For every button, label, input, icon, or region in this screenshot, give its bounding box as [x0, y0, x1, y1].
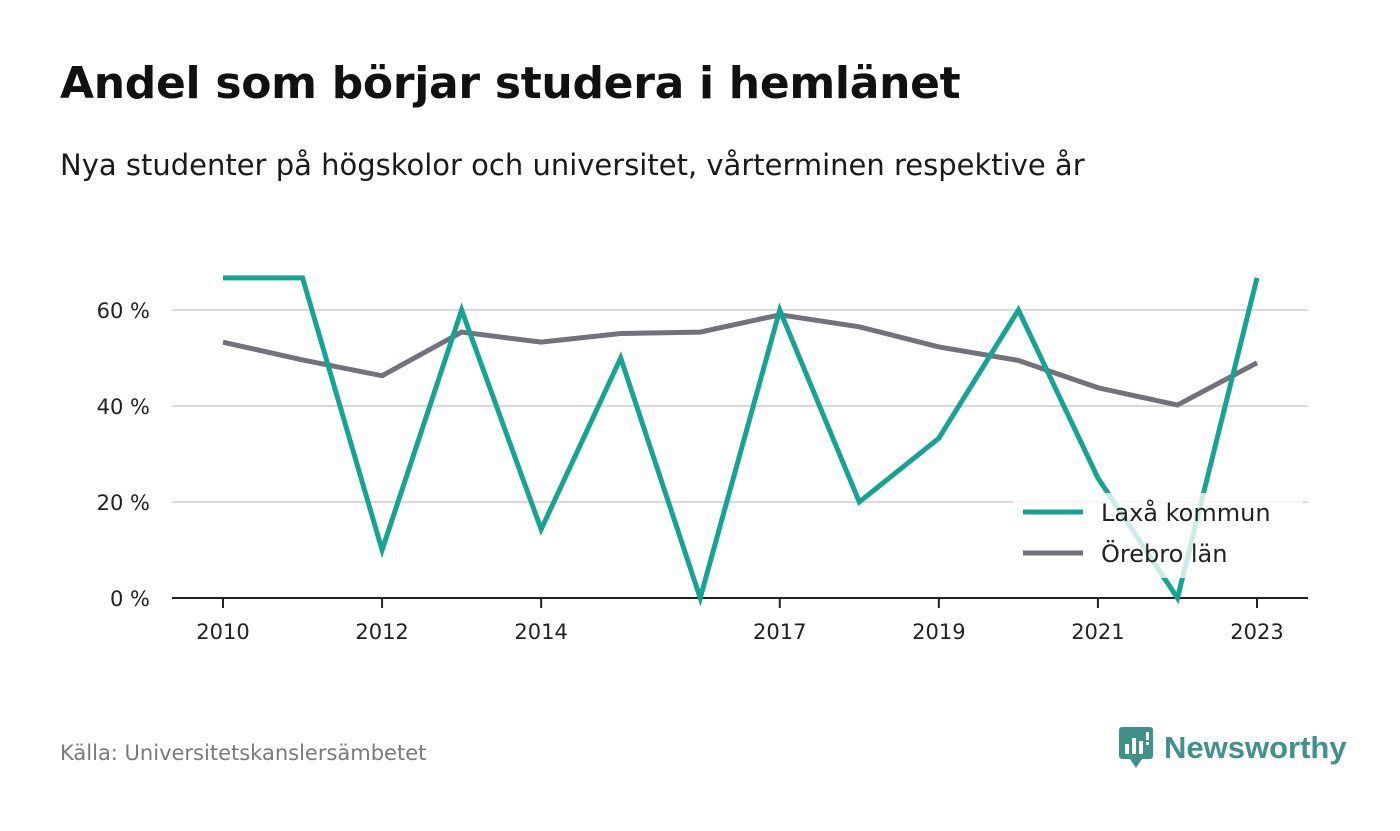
legend-label: Örebro län — [1101, 539, 1227, 568]
brand-logo: Newsworthy — [1118, 726, 1347, 770]
legend-label: Laxå kommun — [1101, 498, 1271, 527]
y-tick-label: 0 % — [110, 587, 150, 611]
y-tick-label: 20 % — [97, 491, 150, 515]
x-tick-label: 2019 — [912, 620, 965, 644]
x-axis-ticks: 2010 2012 2014 2017 2019 2021 2023 — [172, 597, 1308, 644]
legend: Laxå kommun Örebro län — [1013, 493, 1303, 578]
y-tick-label: 40 % — [97, 395, 150, 419]
newsworthy-logo-icon — [1119, 727, 1153, 768]
chart-title: Andel som börjar studera i hemlänet — [60, 58, 961, 109]
x-tick-label: 2010 — [196, 620, 249, 644]
x-tick-label: 2023 — [1230, 620, 1283, 644]
chart-subtitle: Nya studenter på högskolor och universit… — [60, 148, 1085, 182]
x-tick-label: 2017 — [753, 620, 806, 644]
series-line-laxa-kommun — [223, 275, 1260, 607]
x-tick-label: 2021 — [1071, 620, 1124, 644]
brand-name: Newsworthy — [1164, 730, 1347, 765]
y-tick-label: 60 % — [97, 299, 150, 323]
legend-background — [1013, 493, 1303, 578]
series-layer — [222, 275, 1260, 607]
line-chart: 0 % 20 % 40 % 60 % 2010 2012 2014 2017 2019 2021… — [97, 275, 1308, 644]
y-axis-ticks: 0 % 20 % 40 % 60 % — [97, 299, 150, 611]
x-tick-label: 2012 — [355, 620, 408, 644]
series-line-orebro-lan — [222, 312, 1259, 408]
source-note: Källa: Universitetskanslersämbetet — [60, 741, 427, 765]
x-tick-label: 2014 — [514, 620, 567, 644]
